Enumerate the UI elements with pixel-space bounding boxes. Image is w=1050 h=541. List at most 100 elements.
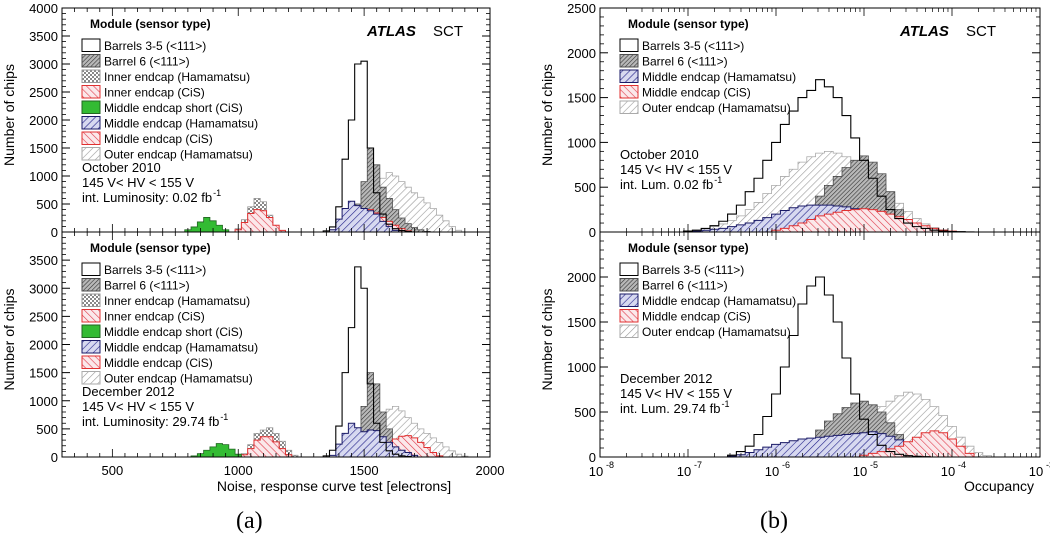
legend-swatch [81, 278, 101, 292]
plot-frame [599, 231, 1041, 458]
hist-a-top-4 [184, 217, 230, 232]
legend-entry: Outer endcap (Hamamatsu) [104, 148, 253, 162]
ytick-label: 4000 [29, 1, 58, 16]
legend-entry: Middle endcap short (CiS) [104, 101, 243, 115]
annotation-lumi-exponent: -1 [714, 175, 722, 185]
hist-a-top-3 [234, 209, 286, 232]
legend-swatch [619, 278, 639, 292]
annotation-lumi: int. Luminosity: 0.02 fb [82, 190, 212, 205]
legend-entry: Middle endcap (CiS) [642, 310, 751, 324]
legend-swatch [81, 116, 101, 130]
y-axis-label: Number of chips [539, 64, 555, 166]
x-axis-label: Noise, response curve test [electrons] [217, 478, 451, 494]
ytick-label: 1000 [567, 360, 596, 375]
ytick-label: 2500 [29, 85, 58, 100]
ytick-label: 0 [51, 225, 58, 240]
xtick-label: 10 [589, 464, 603, 479]
caption-b: (b) [760, 508, 788, 534]
legend-swatch [81, 100, 101, 114]
legend-swatch [81, 309, 101, 323]
ytick-label: 500 [36, 422, 58, 437]
xtick-exponent: -4 [958, 460, 966, 470]
annotation-lumi-exponent: -1 [721, 399, 729, 409]
ytick-label: 2000 [29, 338, 58, 353]
panel-b-top: 0 500 1000 1500 2000 2500 Number of chips ATLAS… [539, 1, 1041, 240]
annotation-hv: 145 V< HV < 155 V [82, 175, 194, 190]
ytick-label: 1500 [29, 366, 58, 381]
panel-a-bottom: 0 500 1000 1500 2000 2500 3000 3500 500 1000 1500 2… [1, 231, 505, 494]
ytick-label: 1500 [567, 315, 596, 330]
xtick-label: 10 [677, 464, 691, 479]
legend-swatch [619, 309, 639, 323]
xtick-exponent: -6 [782, 460, 790, 470]
ytick-label: 2000 [567, 270, 596, 285]
legend-swatch [81, 293, 101, 307]
legend-entry: Middle endcap (CiS) [104, 132, 213, 146]
xtick-exponent: -7 [694, 460, 702, 470]
hist-a-bottom-4 [190, 443, 242, 457]
legend-entry: Inner endcap (Hamamatsu) [104, 294, 250, 308]
hist-a-bottom-5 [329, 422, 419, 457]
legend-entry: Barrel 6 (<111>) [104, 279, 190, 293]
y-axis-label: Number of chips [539, 289, 555, 391]
annotation-date: October 2010 [82, 160, 161, 175]
panel-a-top: 0 500 1000 1500 2000 2500 3000 3500 4000 Number o… [1, 1, 491, 240]
ytick-label: 1500 [29, 141, 58, 156]
legend-entry: Middle endcap (CiS) [104, 356, 213, 370]
annotation-lumi: int. Luminosity: 29.74 fb [82, 414, 219, 429]
legend-entry: Barrel 6 (<111>) [642, 279, 728, 293]
ytick-label: 1500 [567, 91, 596, 106]
legend-title: Module (sensor type) [628, 241, 749, 255]
xtick-label: 10 [765, 464, 779, 479]
panel-b-bottom: 050010001500200010-810-710-610-510-410-3… [539, 231, 1050, 494]
ytick-label: 2500 [29, 309, 58, 324]
annotation-hv: 145 V< HV < 155 V [620, 386, 732, 401]
legend-swatch [619, 69, 639, 83]
legend-entry: Middle endcap (Hamamatsu) [642, 294, 796, 308]
legend-entry: Barrel 6 (<111>) [642, 55, 728, 69]
ytick-label: 0 [51, 450, 58, 465]
detector-label: SCT [433, 23, 463, 40]
legend-swatch [619, 262, 639, 276]
caption-a: (a) [236, 508, 263, 534]
legend-entry: Barrels 3-5 (<111>) [642, 39, 744, 53]
annotation-date: October 2010 [620, 147, 699, 162]
legend-entry: Outer endcap (Hamamatsu) [104, 372, 253, 386]
xtick-exponent: -5 [870, 460, 878, 470]
ytick-label: 2000 [29, 113, 58, 128]
experiment-label: ATLAS [899, 23, 949, 40]
ytick-label: 2000 [567, 46, 596, 61]
legend-swatch [81, 371, 101, 385]
xtick-label: 2000 [476, 463, 505, 478]
histograms [727, 276, 992, 457]
ytick-label: 500 [574, 180, 596, 195]
ytick-label: 3000 [29, 281, 58, 296]
histograms [184, 60, 463, 232]
legend-swatch [81, 324, 101, 338]
detector-label: SCT [966, 23, 996, 40]
experiment-label: ATLAS [366, 23, 416, 40]
annotation-date: December 2012 [620, 371, 713, 386]
xtick-label: 500 [102, 463, 124, 478]
ytick-label: 1000 [29, 394, 58, 409]
xtick-label: 10 [941, 464, 955, 479]
legend-swatch [619, 100, 639, 114]
ytick-label: 0 [589, 450, 596, 465]
ytick-label: 500 [36, 197, 58, 212]
xtick-exponent: -8 [606, 460, 614, 470]
legend-entry: Middle endcap (Hamamatsu) [642, 70, 796, 84]
legend-swatch [81, 355, 101, 369]
legend-entry: Middle endcap short (CiS) [104, 325, 243, 339]
legend-swatch [619, 54, 639, 68]
hist-a-top-0 [322, 60, 412, 232]
annotation-hv: 145 V< HV < 155 V [620, 162, 732, 177]
legend-entry: Barrel 6 (<111>) [104, 55, 190, 69]
legend-title: Module (sensor type) [628, 17, 749, 31]
legend-swatch [81, 38, 101, 52]
annotation-lumi: int. Lum. 0.02 fb [620, 177, 713, 192]
ytick-label: 500 [574, 405, 596, 420]
histograms [190, 266, 469, 457]
legend-entry: Inner endcap (CiS) [104, 86, 205, 100]
x-axis-label: Occupancy [964, 478, 1034, 494]
